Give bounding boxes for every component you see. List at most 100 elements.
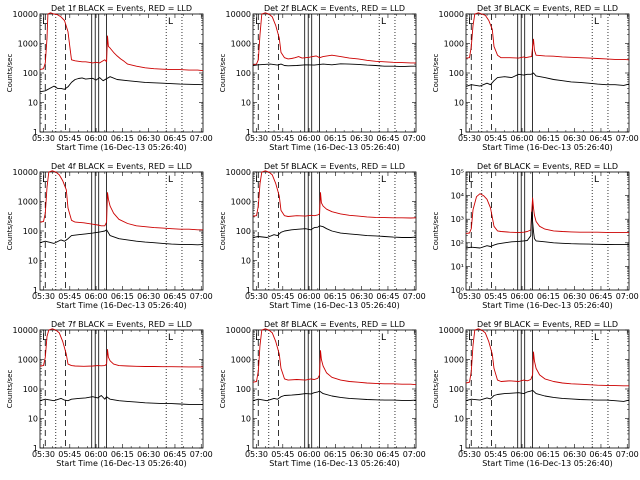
x-tick-label: 05:30 <box>458 134 481 143</box>
series-lld-red <box>252 328 417 386</box>
x-tick-label: 06:30 <box>137 292 160 301</box>
x-tick-label: 06:30 <box>350 134 373 143</box>
x-tick-label: 06:15 <box>537 134 560 143</box>
x-tick-label: 06:45 <box>376 292 399 301</box>
annotation-letter: L <box>468 333 473 343</box>
x-tick-label: 06:45 <box>589 134 612 143</box>
y-tick-label: 10000 <box>439 10 464 19</box>
x-tick-label: 06:15 <box>324 134 347 143</box>
panel-det-7: Det 7f BLACK = Events, RED = LLD 1 10 100 10… <box>6 320 213 468</box>
x-tick-label: 05:45 <box>484 134 507 143</box>
y-axis-label: Counts/sec <box>432 54 440 93</box>
panel-det-5: Det 5f BLACK = Events, RED = LLD 1 10 100 10… <box>219 162 426 310</box>
x-tick-label: 06:30 <box>563 134 586 143</box>
x-tick-label: 05:30 <box>245 450 268 459</box>
x-tick-label: 06:45 <box>589 450 612 459</box>
x-tick-label: 05:45 <box>484 450 507 459</box>
annotation-letter: L <box>594 17 599 27</box>
x-tick-label: 05:30 <box>32 450 55 459</box>
annotation-letter: L <box>42 333 47 343</box>
panel-title: Det 1f BLACK = Events, RED = LLD <box>51 4 192 13</box>
series-lld-red <box>465 12 630 61</box>
panel-title: Det 5f BLACK = Events, RED = LLD <box>264 162 405 171</box>
series-lld-red <box>39 170 203 231</box>
panel-det-9: Det 9f BLACK = Events, RED = LLD 1 10 100 10… <box>432 320 639 468</box>
annotation-letter: L <box>381 17 386 27</box>
y-tick-label: 10 <box>28 415 38 424</box>
y-tick-label: 1 <box>33 128 38 137</box>
y-tick-label: 1 <box>459 128 464 137</box>
x-tick-label: 06:15 <box>537 292 560 301</box>
series-lld-red <box>465 328 629 387</box>
annotation-letter: L <box>468 175 473 185</box>
panel-title: Det 4f BLACK = Events, RED = LLD <box>51 162 192 171</box>
y-tick-label: 10 <box>454 415 464 424</box>
x-axis-label: Start Time (16-Dec-13 05:26:40) <box>269 301 400 310</box>
x-tick-label: 06:00 <box>511 450 534 459</box>
x-tick-label: 05:45 <box>484 292 507 301</box>
annotation-letter: L <box>168 333 173 343</box>
y-axis-label: Counts/sec <box>432 212 440 251</box>
x-axis-label: Start Time (16-Dec-13 05:26:40) <box>482 301 613 310</box>
x-tick-label: 06:15 <box>111 134 134 143</box>
y-tick-label: 10000 <box>13 326 38 335</box>
x-tick-label: 05:30 <box>32 292 55 301</box>
x-tick-label: 06:30 <box>350 292 373 301</box>
annotation-letter: L <box>168 175 173 185</box>
y-tick-label: 1000 <box>231 356 251 365</box>
x-axis-label: Start Time (16-Dec-13 05:26:40) <box>56 143 187 152</box>
y-tick-label: 10000 <box>13 10 38 19</box>
x-tick-label: 06:00 <box>85 292 108 301</box>
x-axis-label: Start Time (16-Dec-13 05:26:40) <box>482 143 613 152</box>
series-events-black <box>252 63 416 68</box>
y-tick-label: 100 <box>449 69 464 78</box>
y-axis-label: Counts/sec <box>6 212 14 251</box>
x-tick-label: 06:00 <box>85 450 108 459</box>
x-tick-label: 07:00 <box>616 450 639 459</box>
y-tick-label: 100 <box>23 227 38 236</box>
series-events-black <box>465 211 629 249</box>
x-tick-label: 06:45 <box>589 292 612 301</box>
y-tick-label: 10 <box>241 99 251 108</box>
x-tick-label: 07:00 <box>190 292 213 301</box>
x-tick-label: 05:30 <box>458 292 481 301</box>
x-axis-label: Start Time (16-Dec-13 05:26:40) <box>269 459 400 468</box>
x-tick-label: 06:45 <box>163 292 186 301</box>
y-tick-label: 10000 <box>13 168 38 177</box>
panel-det-1: Det 1f BLACK = Events, RED = LLD 1 10 100 10… <box>6 4 213 152</box>
x-tick-label: 06:15 <box>111 292 134 301</box>
y-tick-label: 10¹ <box>451 262 464 271</box>
series-lld-red <box>465 193 629 234</box>
y-tick-label: 10³ <box>451 215 464 224</box>
y-tick-label: 10000 <box>226 10 251 19</box>
y-tick-label: 10 <box>28 257 38 266</box>
y-tick-label: 1 <box>246 444 251 453</box>
series-events-black <box>39 76 204 93</box>
panel-det-2: Det 2f BLACK = Events, RED = LLD 1 10 100 10… <box>219 4 426 152</box>
series-lld-red <box>39 328 203 368</box>
annotation-letter: L <box>168 17 173 27</box>
annotation-letter: L <box>381 175 386 185</box>
series-events-black <box>252 225 417 238</box>
panel-det-3: Det 3f BLACK = Events, RED = LLD 1 10 100 10… <box>432 4 639 152</box>
x-tick-label: 06:00 <box>298 450 321 459</box>
y-tick-label: 100 <box>236 227 251 236</box>
x-tick-label: 07:00 <box>403 134 426 143</box>
y-tick-label: 1000 <box>231 40 251 49</box>
y-tick-label: 1000 <box>231 198 251 207</box>
y-tick-label: 100 <box>449 385 464 394</box>
x-tick-label: 06:30 <box>137 450 160 459</box>
panel-title: Det 8f BLACK = Events, RED = LLD <box>264 320 405 329</box>
annotation-letter: L <box>42 175 47 185</box>
x-axis-label: Start Time (16-Dec-13 05:26:40) <box>482 459 613 468</box>
x-axis-label: Start Time (16-Dec-13 05:26:40) <box>56 301 187 310</box>
panel-det-6: Det 6f BLACK = Events, RED = LLD 10⁰ 10¹ 10… <box>432 162 639 310</box>
x-tick-label: 07:00 <box>403 292 426 301</box>
x-tick-label: 05:45 <box>58 292 81 301</box>
x-tick-label: 06:45 <box>163 134 186 143</box>
y-tick-label: 10 <box>454 99 464 108</box>
y-tick-label: 1000 <box>18 40 38 49</box>
y-tick-label: 100 <box>23 69 38 78</box>
annotation-letter: L <box>255 175 260 185</box>
